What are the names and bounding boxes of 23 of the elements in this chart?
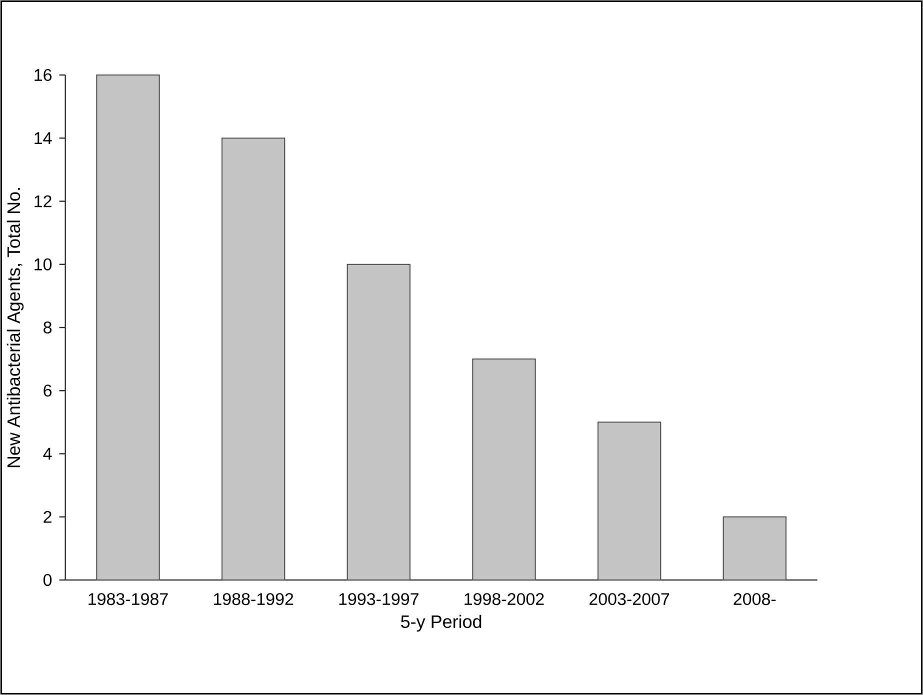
x-tick-label: 1998-2002	[464, 593, 544, 606]
bar	[472, 358, 536, 580]
x-axis-title: 5-y Period	[401, 614, 482, 632]
x-tick-label: 1983-1987	[88, 593, 168, 606]
y-tick-label: 8	[44, 321, 52, 334]
y-tick-label: 12	[34, 195, 52, 208]
y-tick-label: 0	[43, 574, 52, 586]
bar	[222, 138, 286, 580]
y-tick-label: 2	[44, 510, 52, 523]
y-tick-label: 16	[34, 68, 52, 81]
y-tick-label: 4	[43, 448, 52, 460]
y-tick-label: 10	[34, 258, 52, 270]
y-tick-label: 6	[44, 384, 52, 397]
bar	[346, 264, 410, 580]
y-axis-title: New Antibacterial Agents, Total No.	[6, 188, 24, 468]
x-tick-label: 2003-2007	[590, 593, 670, 606]
x-tick-label: 2008-	[734, 593, 776, 606]
x-tick-label: 1993-1997	[339, 593, 418, 606]
y-tick-label: 14	[34, 132, 52, 144]
x-tick-label: 1988-1992	[214, 593, 294, 606]
bar	[722, 516, 786, 580]
bar	[96, 74, 160, 580]
bar	[598, 422, 662, 580]
